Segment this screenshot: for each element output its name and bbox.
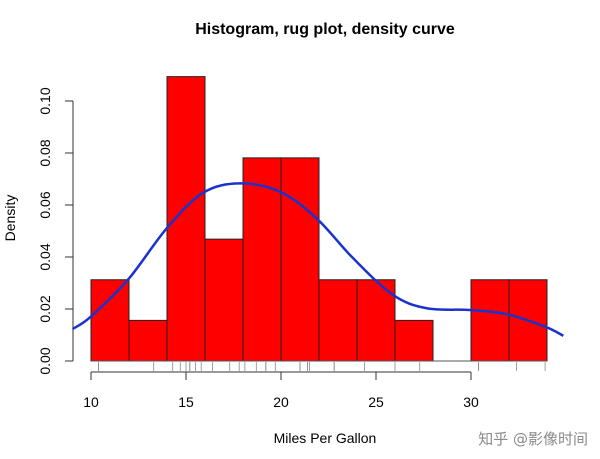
x-tick-label: 20 [273,394,289,410]
y-tick-label: 0.10 [37,87,53,114]
x-tick-label: 25 [368,394,384,410]
histogram-bar [280,157,320,362]
histogram-bar [90,279,130,362]
y-tick-label: 0.02 [37,295,53,322]
histogram-bar [318,279,358,362]
chart-title: Histogram, rug plot, density curve [195,21,455,38]
histogram-bar [470,279,510,362]
x-tick-label: 15 [178,394,194,410]
histogram-bar [204,238,244,362]
y-axis-label: Density [2,195,18,242]
y-tick-label: 0.04 [37,243,53,270]
y-tick-label: 0.08 [37,139,53,166]
histogram-bar [356,279,396,362]
y-tick-label: 0.00 [37,347,53,374]
x-tick-label: 10 [83,394,99,410]
histogram-bar [242,157,282,362]
histogram-bar [394,319,434,362]
histogram-bar [166,76,206,362]
x-tick-label: 30 [463,394,479,410]
histogram-bar [128,319,168,362]
x-axis-label: Miles Per Gallon [274,430,377,446]
y-tick-label: 0.06 [37,191,53,218]
density-curve [71,182,564,337]
watermark: 知乎 @影像时间 [478,430,588,448]
